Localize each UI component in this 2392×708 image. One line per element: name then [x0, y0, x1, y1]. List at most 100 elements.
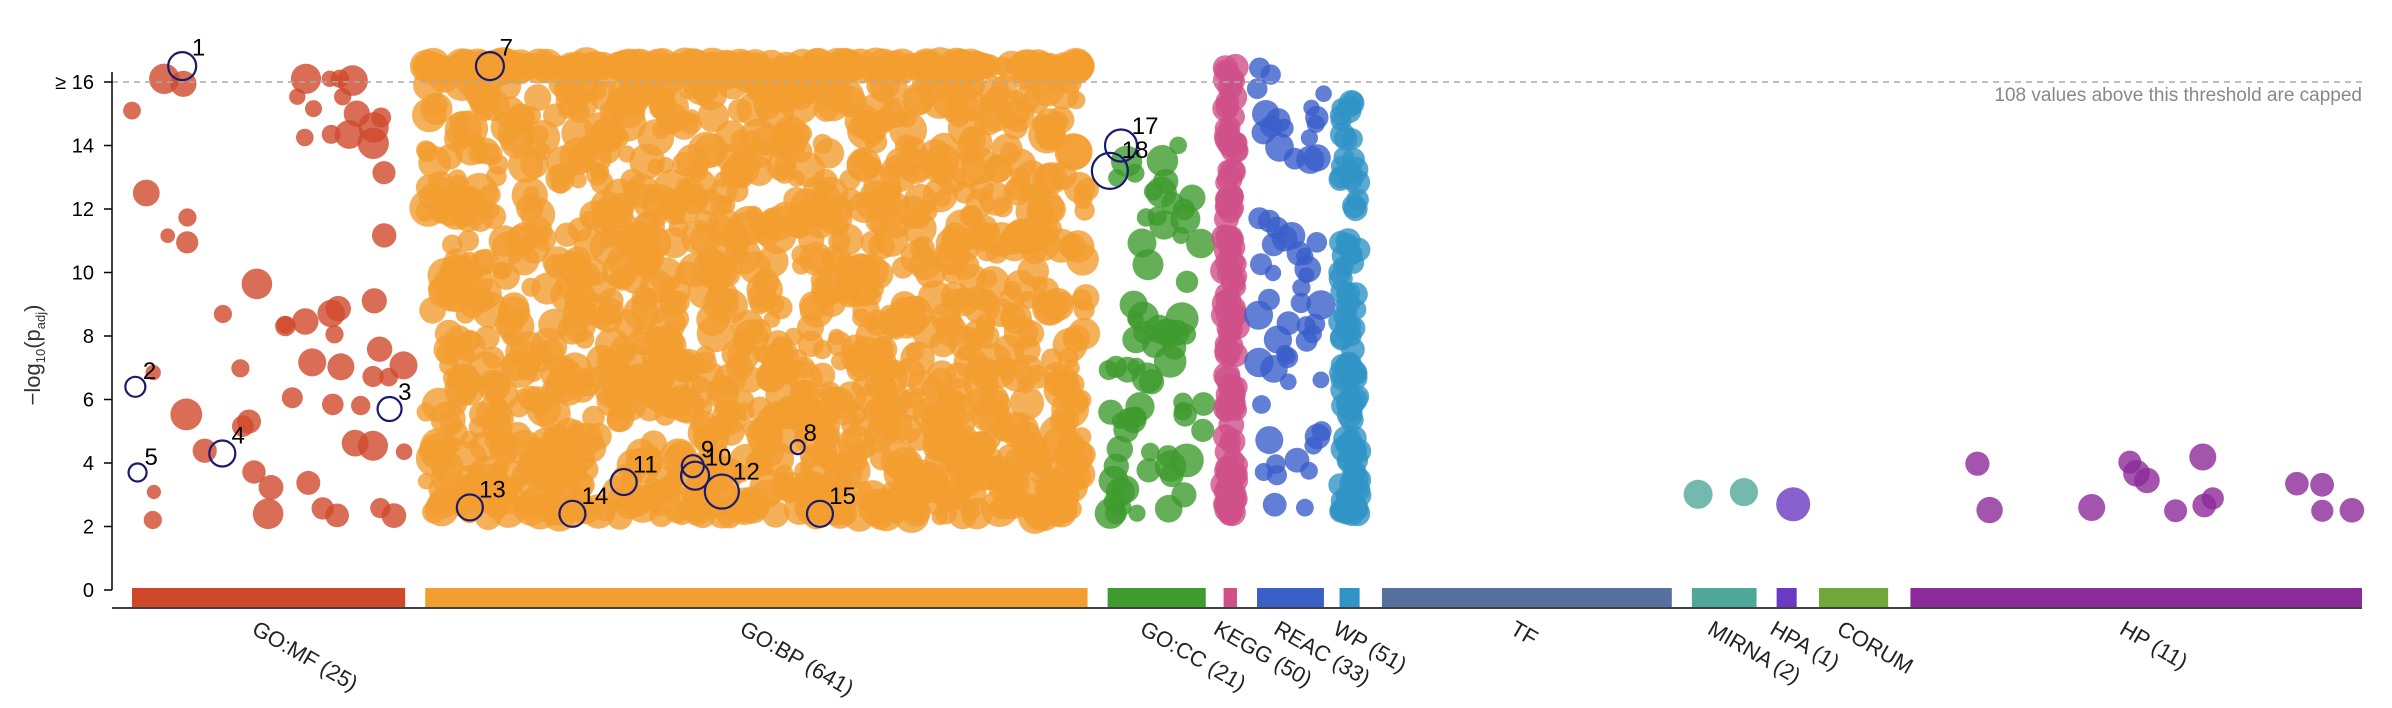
data-point-gobp[interactable] [863, 490, 891, 518]
data-point-gobp[interactable] [788, 84, 814, 111]
data-point-gobp[interactable] [992, 196, 1013, 218]
data-point-gocc[interactable] [1169, 136, 1187, 155]
data-point-gobp[interactable] [687, 274, 722, 309]
data-point-hp[interactable] [2189, 443, 2217, 471]
data-point-gobp[interactable] [667, 350, 701, 383]
data-point-gobp[interactable] [823, 249, 847, 273]
data-point-gobp[interactable] [1050, 406, 1079, 435]
data-point-gomf[interactable] [160, 228, 175, 243]
data-point-gobp[interactable] [792, 256, 811, 275]
data-point-gobp[interactable] [596, 385, 629, 417]
data-point-gobp[interactable] [457, 229, 480, 252]
data-point-gobp[interactable] [1049, 291, 1073, 315]
data-point-gobp[interactable] [554, 222, 580, 247]
data-point-mirna[interactable] [1729, 478, 1758, 507]
data-point-gobp[interactable] [891, 256, 914, 279]
data-point-kegg[interactable] [1215, 171, 1238, 194]
data-point-gobp[interactable] [589, 304, 615, 330]
data-point-gobp[interactable] [916, 200, 938, 222]
data-point-gocc[interactable] [1131, 362, 1163, 394]
data-point-gobp[interactable] [773, 121, 799, 146]
data-point-reac[interactable] [1252, 395, 1271, 414]
data-point-gobp[interactable] [929, 367, 952, 390]
data-point-gobp[interactable] [981, 222, 1001, 241]
data-point-gobp[interactable] [799, 396, 823, 420]
data-point-gocc[interactable] [1125, 392, 1155, 422]
data-point-gobp[interactable] [454, 440, 487, 473]
data-point-kegg[interactable] [1221, 235, 1246, 260]
highlight-circle-14[interactable] [558, 499, 587, 528]
data-point-gobp[interactable] [735, 490, 770, 524]
highlight-circle-13[interactable] [455, 493, 484, 522]
highlight-circle-10[interactable] [679, 460, 711, 491]
data-point-gobp[interactable] [457, 270, 474, 287]
data-point-gobp[interactable] [793, 356, 816, 379]
data-point-reac[interactable] [1276, 311, 1301, 335]
data-point-gobp[interactable] [483, 403, 514, 435]
data-point-reac[interactable] [1296, 145, 1325, 174]
data-point-gocc[interactable] [1136, 208, 1156, 227]
data-point-gobp[interactable] [824, 426, 841, 443]
data-point-gobp[interactable] [491, 231, 526, 266]
data-point-gobp[interactable] [749, 218, 766, 235]
data-point-gobp[interactable] [726, 180, 749, 203]
data-point-gobp[interactable] [860, 254, 880, 275]
data-point-kegg[interactable] [1222, 105, 1245, 128]
data-point-gobp[interactable] [466, 50, 499, 82]
data-point-gocc[interactable] [1159, 463, 1184, 488]
data-point-gobp[interactable] [420, 92, 453, 126]
highlight-circle-3[interactable] [376, 395, 403, 423]
data-point-gocc[interactable] [1098, 399, 1124, 425]
data-point-gobp[interactable] [910, 236, 935, 262]
data-point-reac[interactable] [1304, 436, 1323, 455]
data-point-gobp[interactable] [567, 294, 591, 319]
data-point-gomf[interactable] [178, 208, 197, 227]
data-point-gobp[interactable] [886, 359, 906, 380]
data-point-gobp[interactable] [902, 82, 935, 116]
data-point-gobp[interactable] [825, 387, 848, 410]
data-point-gobp[interactable] [716, 262, 741, 287]
data-point-gomf[interactable] [325, 295, 351, 322]
data-point-gobp[interactable] [571, 447, 596, 471]
data-point-gomf[interactable] [381, 503, 407, 528]
data-point-gobp[interactable] [1010, 459, 1032, 481]
data-point-gobp[interactable] [680, 113, 702, 135]
data-point-wp[interactable] [1342, 91, 1364, 113]
data-point-gobp[interactable] [623, 181, 641, 200]
data-point-kegg[interactable] [1224, 453, 1248, 477]
data-point-gobp[interactable] [938, 407, 963, 431]
data-point-gomf[interactable] [213, 304, 232, 324]
data-point-gocc[interactable] [1175, 270, 1199, 293]
data-point-gobp[interactable] [488, 154, 509, 175]
data-point-gomf[interactable] [258, 475, 284, 500]
data-point-gomf[interactable] [143, 510, 162, 530]
data-point-gomf[interactable] [343, 100, 370, 127]
data-point-gobp[interactable] [535, 465, 567, 497]
data-point-gobp[interactable] [924, 154, 954, 184]
data-point-gobp[interactable] [1031, 449, 1063, 481]
data-point-gobp[interactable] [895, 134, 919, 158]
data-point-gobp[interactable] [910, 163, 929, 182]
data-point-gobp[interactable] [573, 54, 597, 78]
data-point-gobp[interactable] [687, 160, 709, 182]
source-bar-tf[interactable] [1381, 588, 1672, 607]
data-point-wp[interactable] [1329, 165, 1353, 189]
data-point-gobp[interactable] [479, 184, 501, 206]
data-point-gobp[interactable] [637, 119, 675, 156]
data-point-wp[interactable] [1341, 316, 1366, 340]
data-point-gomf[interactable] [358, 430, 388, 461]
data-point-gobp[interactable] [1029, 182, 1051, 203]
data-point-gobp[interactable] [1066, 243, 1099, 276]
data-point-gobp[interactable] [585, 422, 612, 450]
data-point-gobp[interactable] [846, 358, 871, 382]
data-point-hp[interactable] [1965, 451, 1990, 476]
highlight-circle-18[interactable] [1090, 151, 1129, 190]
data-point-gobp[interactable] [1074, 200, 1095, 221]
data-point-gobp[interactable] [561, 116, 595, 150]
data-point-gobp[interactable] [694, 133, 729, 168]
data-point-gocc[interactable] [1141, 442, 1160, 462]
data-point-gomf[interactable] [298, 348, 327, 377]
data-point-reac[interactable] [1306, 290, 1336, 320]
data-point-gobp[interactable] [1072, 284, 1100, 311]
data-point-gocc[interactable] [1098, 360, 1119, 380]
